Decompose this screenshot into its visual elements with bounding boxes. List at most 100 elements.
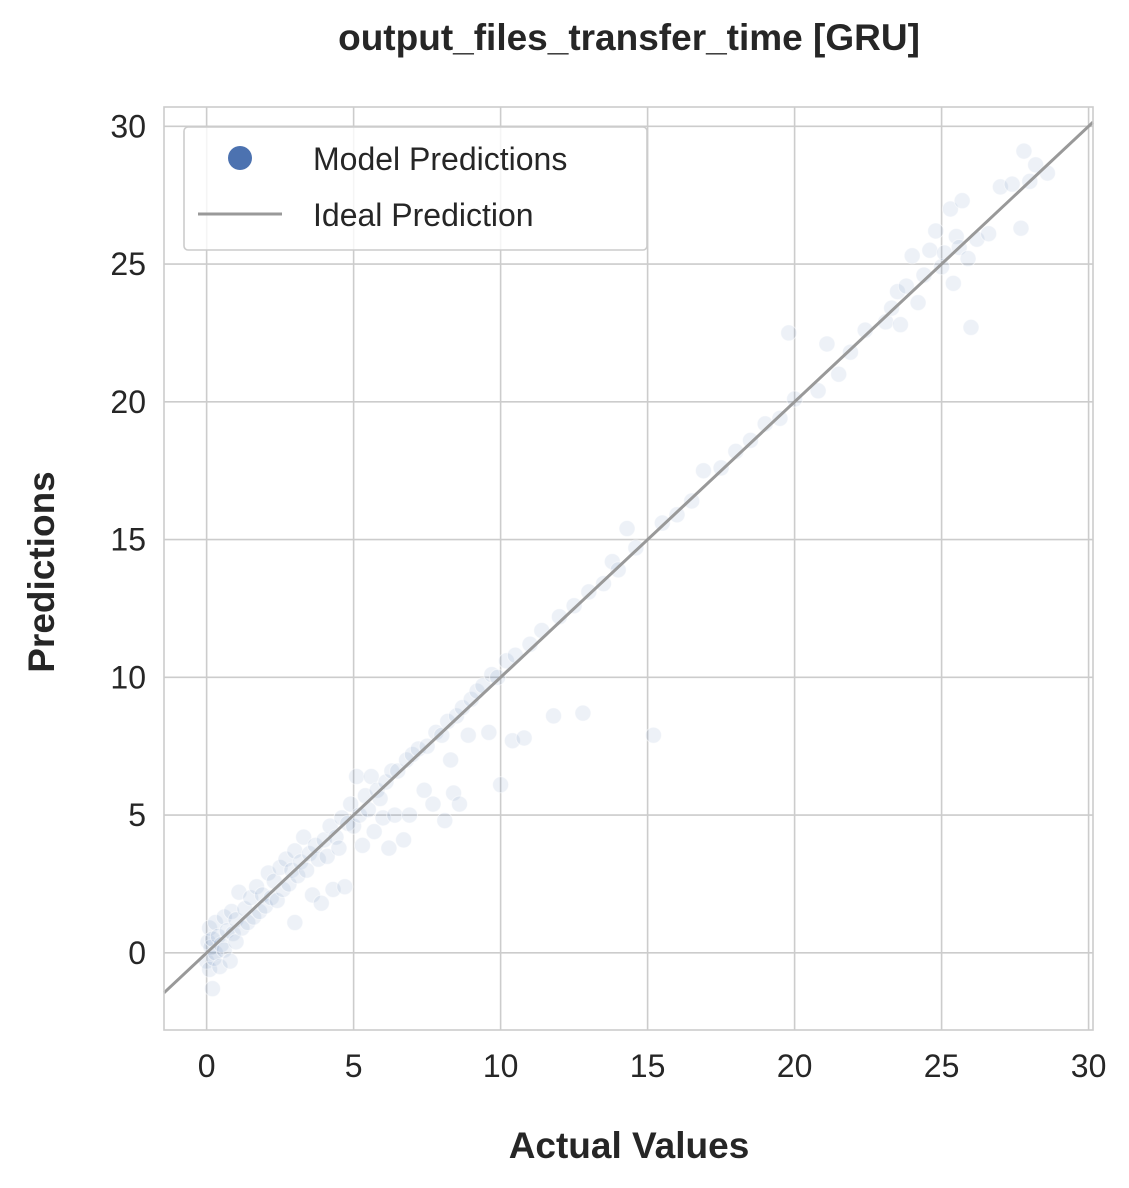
data-point [424,795,442,813]
data-point [221,952,239,970]
data-point [980,225,998,243]
data-point [330,839,348,857]
data-point [353,836,371,854]
y-tick-label: 25 [110,246,146,282]
data-point [1038,164,1056,182]
y-tick-label: 0 [128,935,146,971]
data-point [336,878,354,896]
data-point [515,729,533,747]
y-tick-label: 5 [128,797,146,833]
data-point [365,823,383,841]
data-point [223,903,241,921]
data-point [480,723,498,741]
data-point [445,784,463,802]
plot-frame [163,106,1094,1031]
data-point [436,812,454,830]
y-tick-labels: 0 5 10 15 20 25 30 [110,108,146,971]
data-point [321,817,339,835]
legend-marker-model-predictions [228,146,252,170]
y-axis-label: Predictions [21,471,62,673]
data-point [818,335,836,353]
legend-label-ideal-prediction: Ideal Prediction [313,197,534,233]
data-point [565,597,583,615]
data-point [1015,142,1033,160]
data-point [450,795,468,813]
data-point [377,773,395,791]
data-point [644,726,662,744]
legend-label-model-predictions: Model Predictions [313,141,567,177]
data-point [921,241,939,259]
x-tick-label: 30 [1071,1048,1107,1084]
data-point [1003,175,1021,193]
data-point [545,707,563,725]
data-point [342,795,360,813]
data-point [459,726,477,744]
data-point [389,762,407,780]
data-point [947,227,965,245]
data-point [533,621,551,639]
y-tick-label: 30 [110,108,146,144]
data-point [603,553,621,571]
data-point [959,250,977,268]
chart-title: output_files_transfer_time [GRU] [338,17,920,58]
data-point [683,492,701,510]
data-point [286,842,304,860]
data-point [897,277,915,295]
data-point [506,646,524,664]
data-point [442,751,460,769]
data-point [201,960,219,978]
x-tick-label: 5 [345,1048,363,1084]
data-point [248,878,266,896]
data-point [933,258,951,276]
data-point [618,520,636,538]
data-point [1027,156,1045,174]
data-point [830,365,848,383]
data-point [668,506,686,524]
data-point [742,431,760,449]
x-tick-label: 25 [924,1048,960,1084]
data-point [944,274,962,292]
data-point [712,459,730,477]
data-point [941,200,959,218]
y-tick-label: 10 [110,659,146,695]
data-point [891,316,909,334]
data-point [609,561,627,579]
data-point [286,914,304,932]
data-point [888,283,906,301]
data-point [489,668,507,686]
legend-box [183,126,648,251]
data-point [348,768,366,786]
data-point [953,192,971,210]
y-tick-label: 20 [110,384,146,420]
data-point [386,806,404,824]
data-point [653,514,671,532]
data-point [345,817,363,835]
data-point [448,707,466,725]
data-point [595,575,613,593]
data-point [909,294,927,312]
data-point [268,892,286,910]
data-point [786,390,804,408]
data-point [395,831,413,849]
data-point [298,861,316,879]
legend: Model Predictions Ideal Prediction [183,126,648,251]
data-point [936,244,954,262]
x-tick-label: 10 [483,1048,519,1084]
data-point [400,806,418,824]
data-point [301,845,319,863]
data-point [627,539,645,557]
data-point [215,941,233,959]
data-point [492,776,510,794]
x-tick-label: 20 [777,1048,813,1084]
data-point [312,894,330,912]
data-point [295,828,313,846]
data-point [809,382,827,400]
data-point [371,790,389,808]
data-point [497,652,515,670]
data-point [580,583,598,601]
data-point [883,299,901,317]
x-tick-label: 15 [630,1048,666,1084]
x-axis-label: Actual Values [509,1125,750,1166]
data-point [962,318,980,336]
